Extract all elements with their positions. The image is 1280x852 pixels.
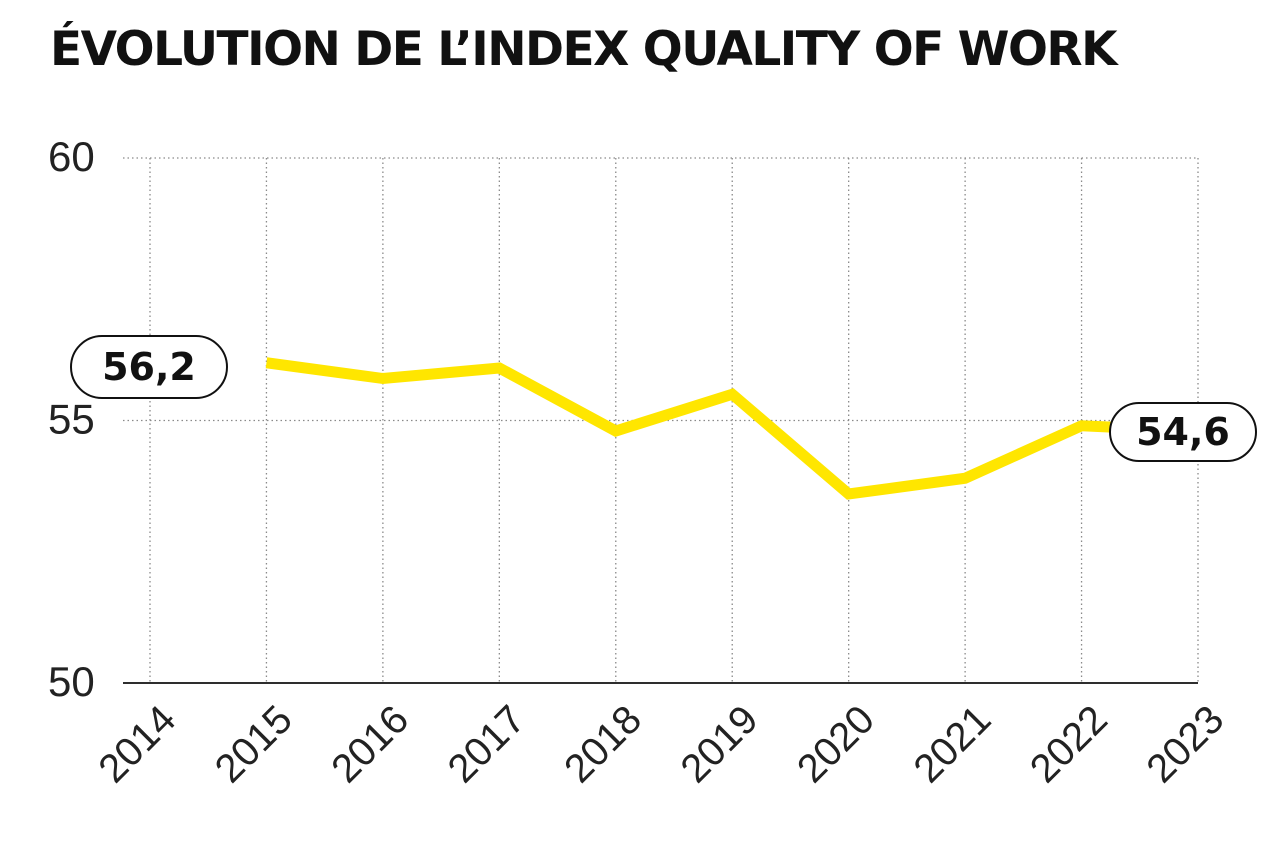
data-label-pill	[70, 335, 228, 399]
data-labels: 56,2 54,6	[70, 335, 1257, 462]
series-line-0	[265, 357, 1199, 500]
x-tick-label-2014: 2014	[90, 697, 184, 791]
x-tick-label-2019: 2019	[673, 697, 767, 791]
data-label-pill	[1109, 402, 1257, 462]
series-layer	[265, 357, 1199, 500]
x-tick-label-2023: 2023	[1138, 697, 1232, 791]
x-tick-label-2022: 2022	[1022, 697, 1116, 791]
x-tick-label-2021: 2021	[905, 697, 999, 791]
chart-title: ÉVOLUTION DE L’INDEX QUALITY OF WORK	[50, 22, 1118, 77]
x-tick-label-2017: 2017	[440, 697, 534, 791]
y-tick-label-60: 60	[48, 133, 95, 180]
data-label-2023: 54,6	[1109, 402, 1257, 462]
y-tick-label-50: 50	[48, 658, 95, 705]
y-tick-label-55: 55	[48, 396, 95, 443]
data-label-text: 56,2	[102, 345, 196, 389]
x-tick-label-2015: 2015	[207, 697, 301, 791]
data-label-2015: 56,2	[70, 335, 228, 399]
x-tick-label-2018: 2018	[556, 697, 650, 791]
x-tick-label-2020: 2020	[789, 697, 883, 791]
x-tick-label-2016: 2016	[323, 697, 417, 791]
data-label-text: 54,6	[1136, 410, 1230, 454]
